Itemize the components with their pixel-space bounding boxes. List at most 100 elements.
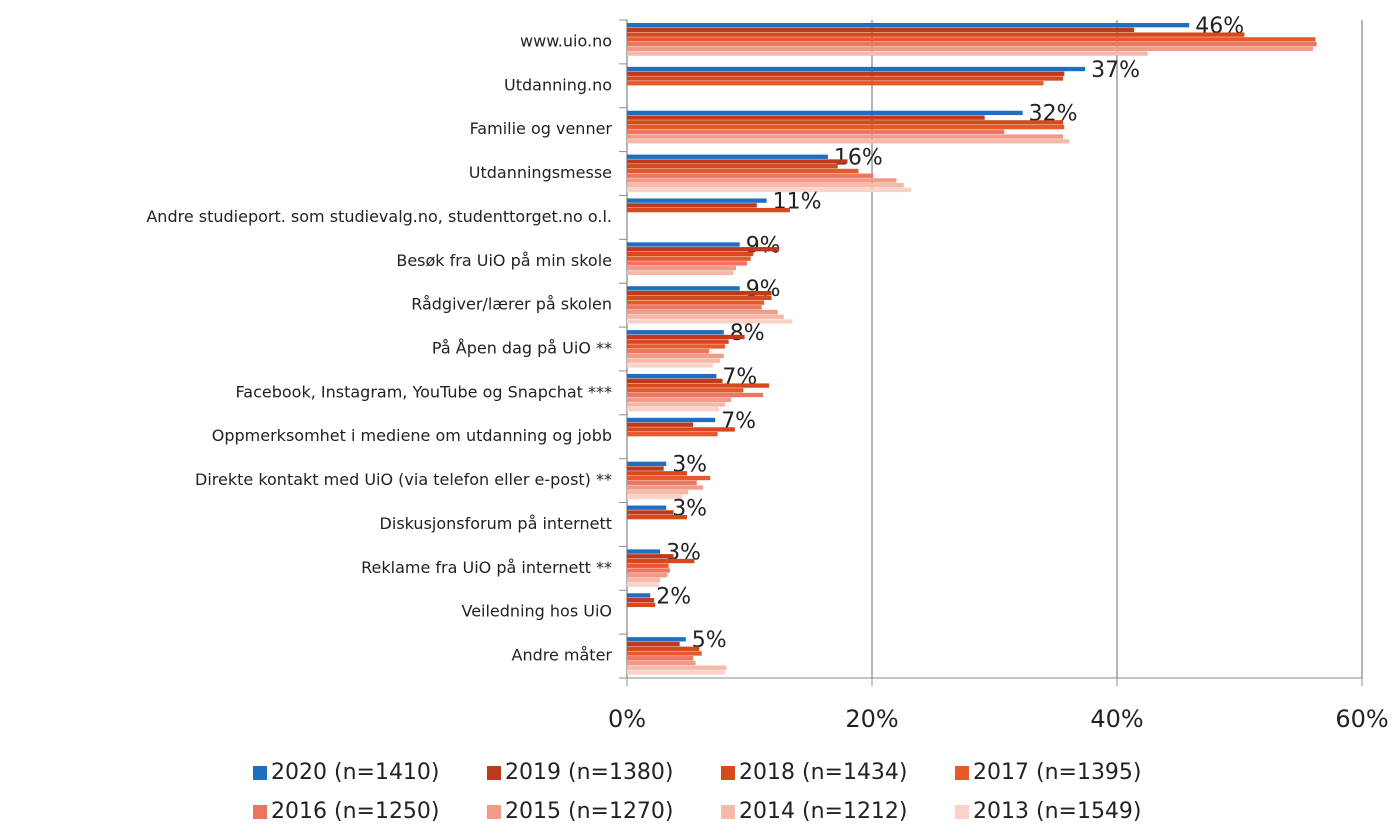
bar <box>627 129 1005 134</box>
bar <box>627 134 1064 139</box>
bar <box>627 124 1065 130</box>
bar <box>627 598 654 603</box>
legend-swatch <box>721 766 735 780</box>
x-tick-label: 60% <box>1335 705 1388 733</box>
legend-label: 2018 (n=1434) <box>739 760 908 785</box>
y-tick-label: Utdanning.no <box>504 75 612 94</box>
y-tick-label: Rådgiver/lærer på skolen <box>411 295 612 314</box>
bar <box>627 646 700 651</box>
legend-label: 2020 (n=1410) <box>271 760 440 785</box>
bar <box>627 515 688 520</box>
bar <box>627 251 754 257</box>
bar <box>627 286 740 291</box>
y-tick-label: www.uio.no <box>520 31 612 50</box>
bar <box>627 485 703 490</box>
bar <box>627 563 669 568</box>
bar <box>627 558 695 564</box>
y-tick-label: På Åpen dag på UiO ** <box>432 339 612 358</box>
bar <box>627 139 1070 144</box>
data-label: 16% <box>834 146 883 171</box>
y-tick-label: Direkte kontakt med UiO (via telefon ell… <box>195 470 612 489</box>
bar <box>627 490 689 495</box>
bar <box>627 187 912 193</box>
bar <box>627 641 680 647</box>
x-tick-label: 40% <box>1090 705 1143 733</box>
legend-label: 2013 (n=1549) <box>973 799 1142 824</box>
bar <box>627 319 793 324</box>
y-tick-label: Reklame fra UiO på internett ** <box>361 558 612 577</box>
bar <box>627 568 670 573</box>
bar <box>627 295 772 300</box>
bar <box>627 71 1065 76</box>
data-label: 2% <box>656 584 691 609</box>
bar <box>627 344 725 349</box>
legend-label: 2019 (n=1380) <box>505 760 674 785</box>
legend-swatch <box>253 766 267 780</box>
bar <box>627 270 734 276</box>
bar <box>627 665 727 670</box>
bar <box>627 256 751 261</box>
bar <box>627 582 659 587</box>
bar <box>627 363 713 368</box>
bar <box>627 656 694 661</box>
bar <box>627 46 1313 51</box>
bar <box>627 207 790 213</box>
legend-swatch <box>487 766 501 780</box>
bar <box>627 120 1064 125</box>
y-tick-label: Andre måter <box>512 646 613 665</box>
bar <box>627 427 735 432</box>
bar <box>627 290 772 296</box>
bar <box>627 349 710 354</box>
bar <box>627 466 664 471</box>
bar <box>627 23 1190 28</box>
y-tick-label: Diskusjonsforum på internett <box>380 514 612 533</box>
bar <box>627 358 721 363</box>
legend-label: 2016 (n=1250) <box>271 799 440 824</box>
data-label: 8% <box>730 321 765 346</box>
bar <box>627 81 1044 86</box>
bar <box>627 32 1245 37</box>
bar <box>627 378 723 383</box>
bar <box>627 110 1023 116</box>
bar <box>627 115 985 120</box>
bar <box>627 577 661 583</box>
data-label: 37% <box>1091 58 1140 83</box>
bar <box>627 173 874 178</box>
bar <box>627 510 674 515</box>
y-tick-label: Familie og venner <box>470 119 613 138</box>
bar <box>627 494 683 500</box>
bar <box>627 334 745 340</box>
bar <box>627 266 737 271</box>
bar <box>627 27 1135 33</box>
legend-swatch <box>955 766 969 780</box>
bar <box>627 471 688 476</box>
bar <box>627 41 1317 47</box>
bar <box>627 168 859 174</box>
bar <box>627 637 686 642</box>
bar <box>627 417 716 423</box>
bar <box>627 261 748 266</box>
bar <box>627 432 718 437</box>
legend-swatch <box>721 805 735 819</box>
bar <box>627 407 719 412</box>
bar <box>627 505 667 510</box>
legend-label: 2015 (n=1270) <box>505 799 674 824</box>
y-tick-label: Veiledning hos UiO <box>461 602 612 621</box>
bar <box>627 554 674 559</box>
bar <box>627 314 784 319</box>
bar <box>627 651 702 656</box>
y-tick-label: Facebook, Instagram, YouTube og Snapchat… <box>236 382 612 401</box>
bar <box>627 383 770 388</box>
bar <box>627 549 661 554</box>
bar <box>627 203 757 208</box>
bar <box>627 475 711 481</box>
bar <box>627 388 744 393</box>
legend-label: 2014 (n=1212) <box>739 799 908 824</box>
bar <box>627 422 694 427</box>
y-tick-label: Andre studieport. som studievalg.no, stu… <box>146 207 612 226</box>
bar <box>627 480 697 485</box>
bar <box>627 660 696 666</box>
bar <box>627 159 848 164</box>
legend-swatch <box>487 805 501 819</box>
bar <box>627 353 724 359</box>
